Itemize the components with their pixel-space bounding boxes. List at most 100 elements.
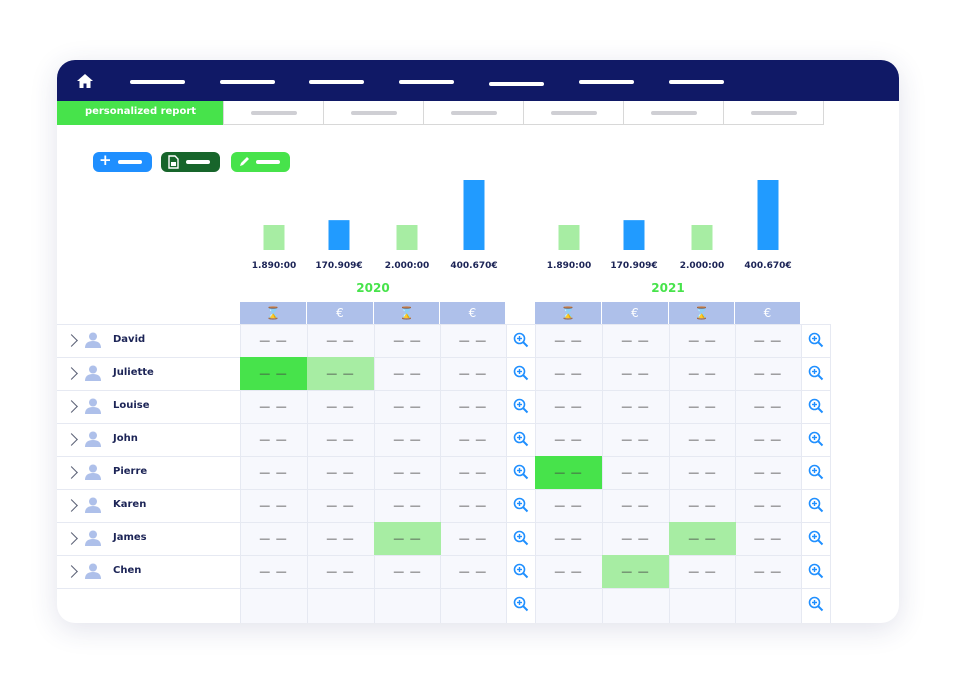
data-cell[interactable]: — — [326,532,355,545]
data-cell[interactable]: — — [688,466,717,479]
expand-chevron-icon[interactable] [65,366,78,380]
zoom-in-icon[interactable] [513,596,529,612]
expand-chevron-icon[interactable] [65,399,78,413]
data-cell[interactable]: — — [393,499,422,512]
data-cell[interactable]: — — [753,565,783,578]
zoom-in-icon[interactable] [808,365,824,381]
tab-4[interactable] [423,101,524,125]
data-cell[interactable]: — — [688,499,717,512]
data-cell[interactable]: — — [621,433,650,446]
nav-item-7[interactable] [669,80,724,84]
data-cell[interactable]: — — [393,565,422,578]
data-cell[interactable]: — — [554,433,583,446]
zoom-in-icon[interactable] [808,530,824,546]
data-cell[interactable]: — — [326,400,355,413]
data-cell[interactable]: — — [753,532,783,545]
data-cell[interactable]: — — [326,565,355,578]
data-cell[interactable]: — — [458,532,488,545]
data-cell[interactable]: — — [554,532,583,545]
data-cell[interactable]: — — [240,357,307,390]
data-cell[interactable]: — — [621,466,650,479]
nav-item-3[interactable] [309,80,364,84]
data-cell[interactable]: — — [535,456,602,489]
data-cell[interactable]: — — [753,367,783,380]
export-excel-button[interactable] [161,152,220,172]
user-name[interactable]: Chen [113,564,142,576]
data-cell[interactable]: — — [753,499,783,512]
data-cell[interactable]: — — [458,565,488,578]
data-cell[interactable]: — — [688,367,717,380]
user-name[interactable]: Karen [113,498,147,510]
data-cell[interactable]: — — [259,499,288,512]
expand-chevron-icon[interactable] [65,498,78,512]
expand-chevron-icon[interactable] [65,432,78,446]
data-cell[interactable]: — — [554,565,583,578]
data-cell[interactable]: — — [458,466,488,479]
add-button[interactable]: + [93,152,152,172]
data-cell[interactable]: — — [393,400,422,413]
zoom-in-icon[interactable] [808,596,824,612]
data-cell[interactable]: — — [326,334,355,347]
data-cell[interactable]: — — [259,400,288,413]
data-cell[interactable]: — — [259,565,288,578]
zoom-in-icon[interactable] [513,398,529,414]
data-cell[interactable]: — — [393,367,422,380]
user-name[interactable]: Juliette [113,366,154,378]
data-cell[interactable]: — — [753,466,783,479]
zoom-in-icon[interactable] [513,530,529,546]
data-cell[interactable]: — — [688,433,717,446]
data-cell[interactable]: — — [753,400,783,413]
zoom-in-icon[interactable] [808,563,824,579]
data-cell[interactable]: — — [554,367,583,380]
data-cell[interactable]: — — [458,433,488,446]
data-cell[interactable]: — — [458,367,488,380]
tab-3[interactable] [323,101,424,125]
zoom-in-icon[interactable] [513,563,529,579]
data-cell[interactable]: — — [554,400,583,413]
data-cell[interactable]: — — [621,532,650,545]
home-icon[interactable] [76,73,94,89]
tab-7[interactable] [723,101,824,125]
data-cell[interactable]: — — [393,466,422,479]
nav-item-4[interactable] [399,80,454,84]
data-cell[interactable]: — — [326,499,355,512]
zoom-in-icon[interactable] [513,365,529,381]
expand-chevron-icon[interactable] [65,465,78,479]
zoom-in-icon[interactable] [808,398,824,414]
edit-button[interactable] [231,152,290,172]
tab-6[interactable] [623,101,724,125]
zoom-in-icon[interactable] [808,431,824,447]
data-cell[interactable]: — — [602,555,669,588]
nav-item-1[interactable] [130,80,185,84]
zoom-in-icon[interactable] [808,497,824,513]
user-name[interactable]: John [113,432,138,444]
data-cell[interactable]: — — [458,400,488,413]
zoom-in-icon[interactable] [513,332,529,348]
tab-personalized-report[interactable]: personalized report [57,101,224,125]
data-cell[interactable]: — — [621,400,650,413]
data-cell[interactable]: — — [688,400,717,413]
zoom-in-icon[interactable] [808,332,824,348]
data-cell[interactable]: — — [374,522,441,555]
data-cell[interactable]: — — [688,334,717,347]
data-cell[interactable]: — — [554,334,583,347]
data-cell[interactable]: — — [259,532,288,545]
data-cell[interactable]: — — [326,433,355,446]
data-cell[interactable]: — — [458,499,488,512]
zoom-in-icon[interactable] [808,464,824,480]
user-name[interactable]: Pierre [113,465,148,477]
nav-item-5[interactable] [489,82,544,86]
user-name[interactable]: David [113,333,146,345]
data-cell[interactable]: — — [753,334,783,347]
nav-item-6[interactable] [579,80,634,84]
data-cell[interactable]: — — [259,466,288,479]
expand-chevron-icon[interactable] [65,564,78,578]
expand-chevron-icon[interactable] [65,531,78,545]
data-cell[interactable]: — — [688,565,717,578]
zoom-in-icon[interactable] [513,464,529,480]
data-cell[interactable]: — — [753,433,783,446]
data-cell[interactable]: — — [458,334,488,347]
data-cell[interactable]: — — [259,433,288,446]
zoom-in-icon[interactable] [513,497,529,513]
user-name[interactable]: Louise [113,399,150,411]
